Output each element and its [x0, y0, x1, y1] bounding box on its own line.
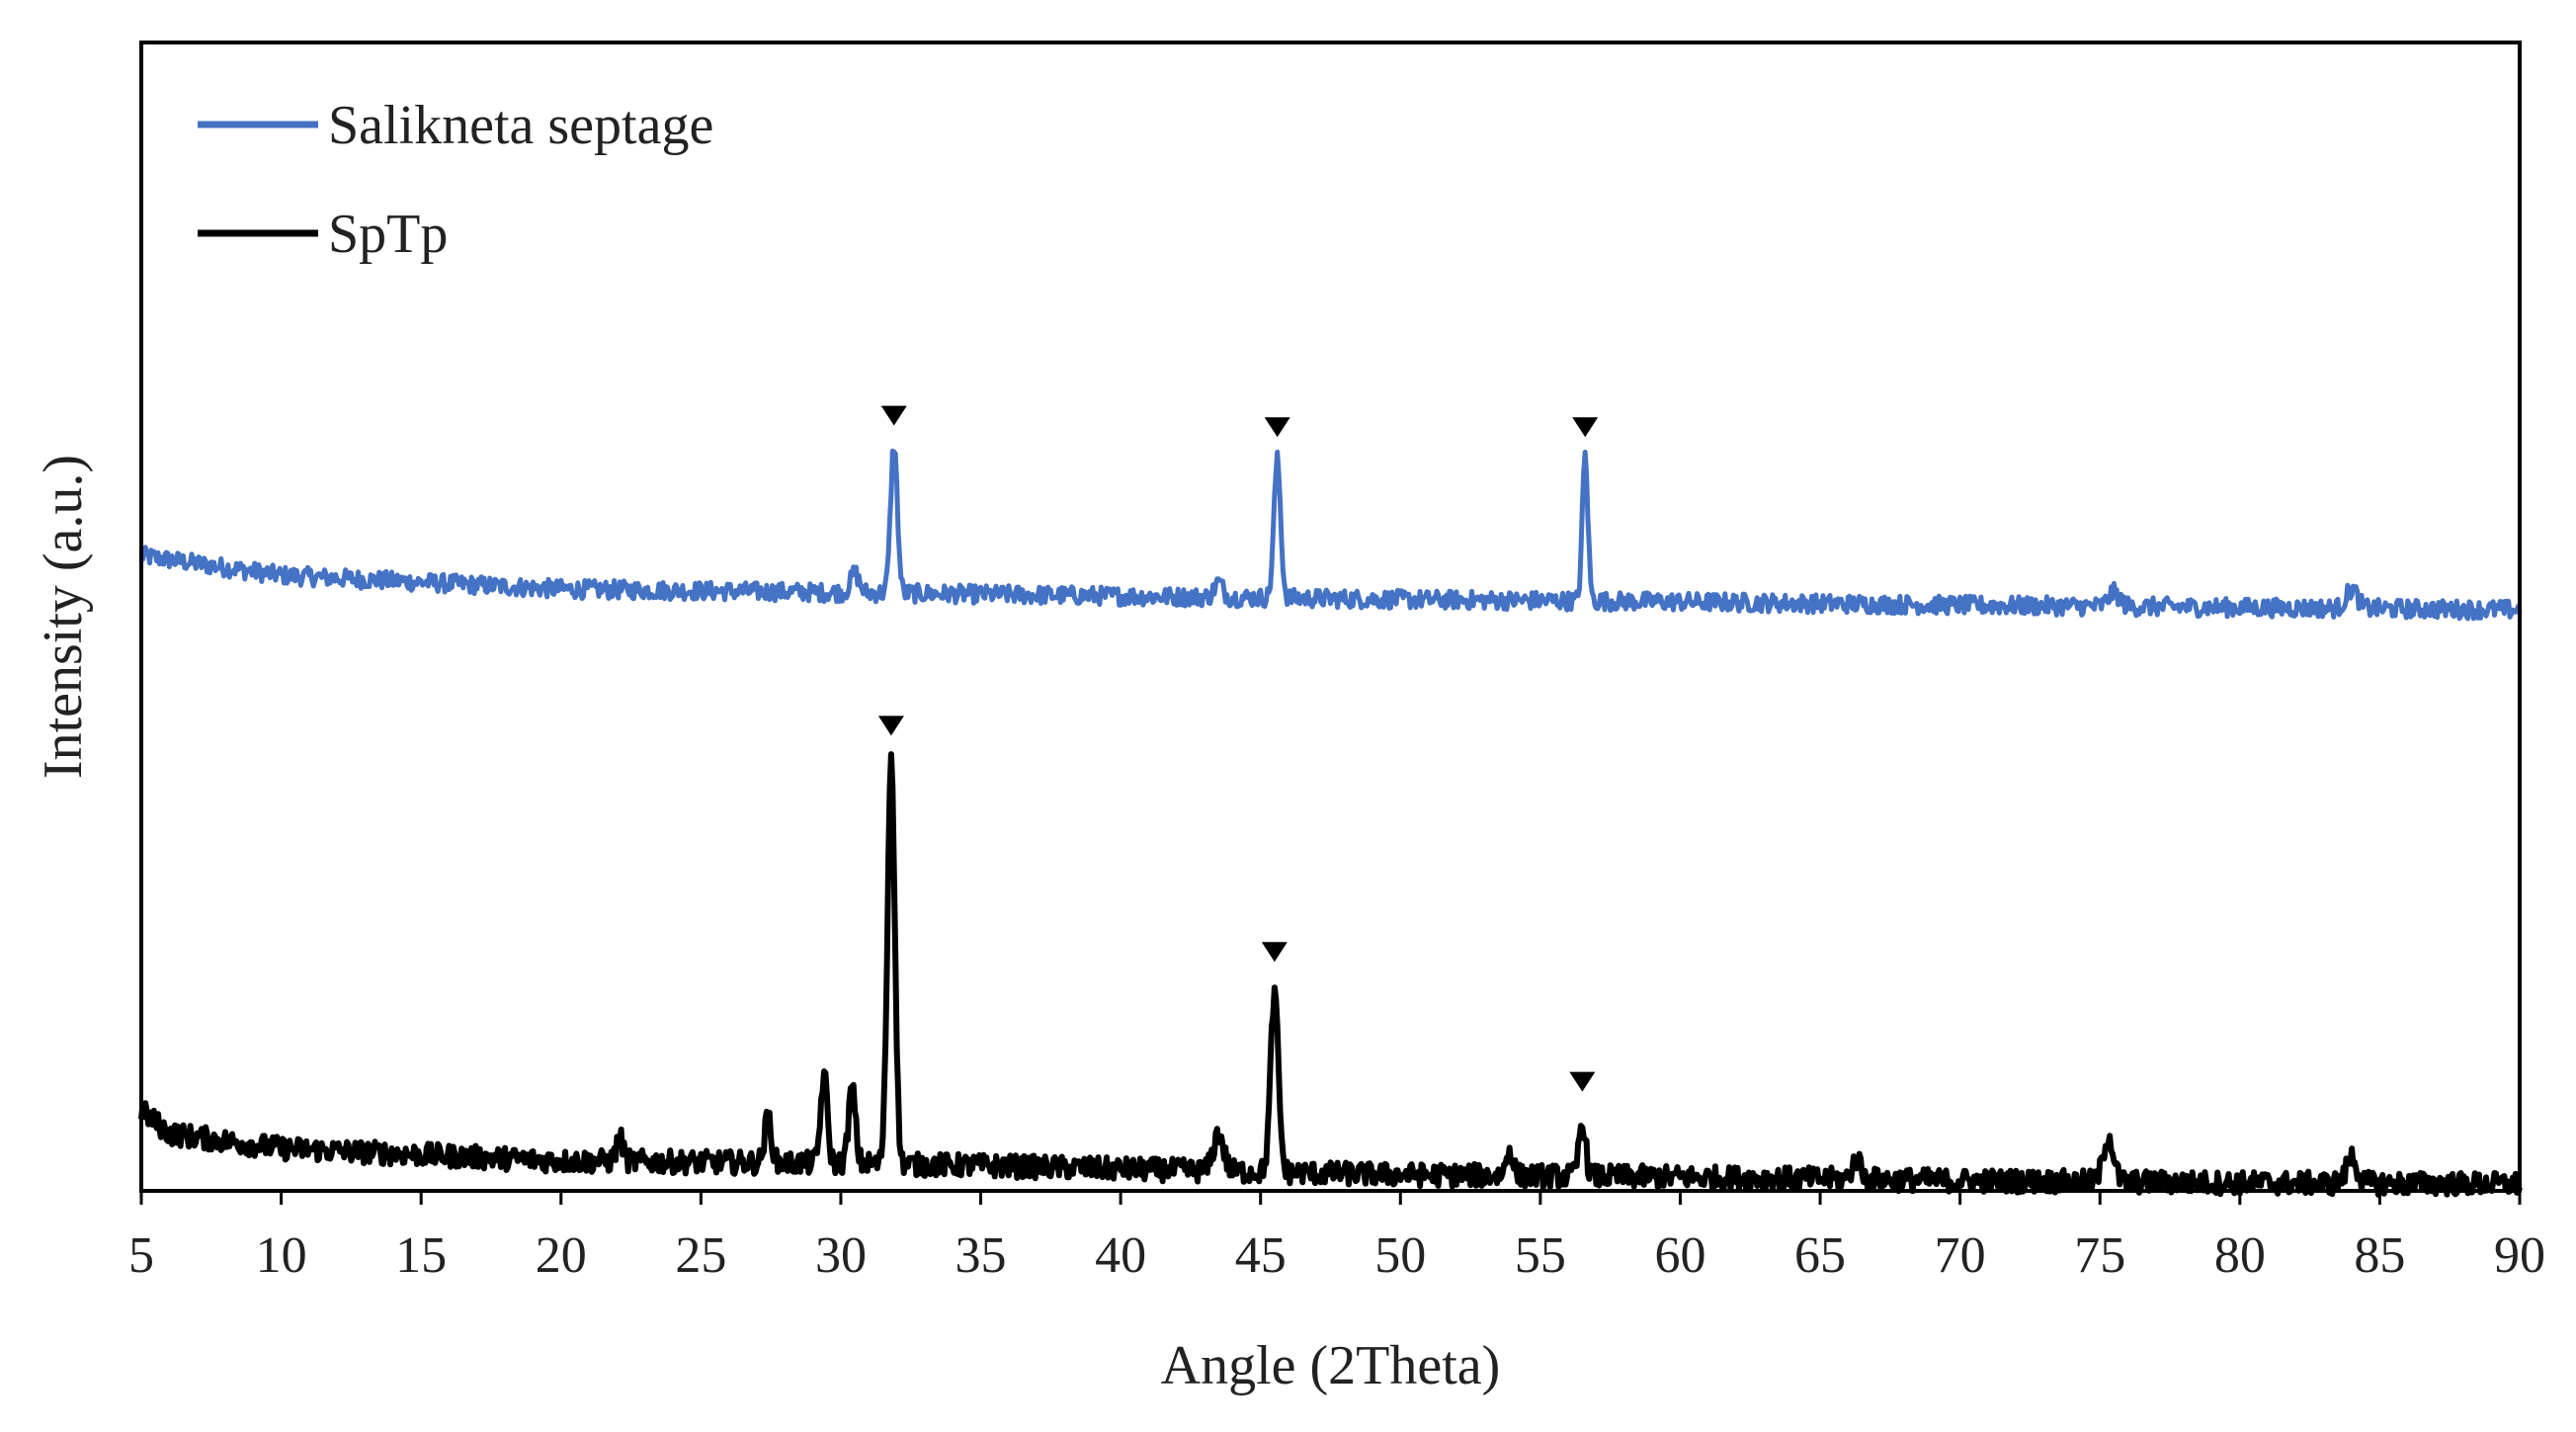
x-tick-label-20: 20: [536, 1227, 587, 1284]
x-axis-title: Angle (2Theta): [1161, 1335, 1501, 1396]
x-tick-label-55: 55: [1515, 1227, 1566, 1284]
x-axis: 5 10 15 20 25 30 35 40 45 50 55 60 65 70 75 80 85 90: [128, 1191, 2545, 1284]
legend: Salikneta septage SpTp: [198, 95, 713, 265]
legend-label-sptp: SpTp: [328, 204, 448, 265]
x-tick-label-5: 5: [128, 1227, 154, 1284]
peak-marker-3: [877, 716, 904, 736]
peak-marker-1: [1264, 417, 1290, 438]
x-tick-label-65: 65: [1794, 1227, 1846, 1284]
x-tick-label-40: 40: [1095, 1227, 1146, 1284]
x-tick-label-30: 30: [815, 1227, 867, 1284]
y-axis-title: Intensity (a.u.): [33, 455, 94, 779]
peak-marker-4: [1261, 942, 1288, 963]
x-tick-label-60: 60: [1654, 1227, 1705, 1284]
x-tick-label-35: 35: [956, 1227, 1007, 1284]
series-line-salikneta-septage: [138, 448, 2523, 622]
x-tick-label-10: 10: [256, 1227, 307, 1284]
x-tick-label-45: 45: [1235, 1227, 1287, 1284]
x-tick-label-70: 70: [1935, 1227, 1986, 1284]
peak-marker-5: [1569, 1071, 1596, 1092]
x-tick-label-85: 85: [2354, 1227, 2405, 1284]
series-layer: [138, 448, 2523, 1198]
x-tick-label-75: 75: [2074, 1227, 2125, 1284]
x-tick-label-80: 80: [2214, 1227, 2266, 1284]
peak-marker-2: [1572, 417, 1599, 438]
x-tick-label-25: 25: [675, 1227, 726, 1284]
x-tick-label-50: 50: [1374, 1227, 1426, 1284]
plot-area-border: [139, 41, 2522, 1193]
x-tick-label-90: 90: [2494, 1227, 2545, 1284]
peak-marker-layer: [877, 405, 1599, 1092]
series-line-sptp: [138, 751, 2523, 1198]
x-tick-label-15: 15: [395, 1227, 447, 1284]
legend-label-salikneta-septage: Salikneta septage: [328, 95, 713, 156]
peak-marker-0: [880, 405, 907, 426]
